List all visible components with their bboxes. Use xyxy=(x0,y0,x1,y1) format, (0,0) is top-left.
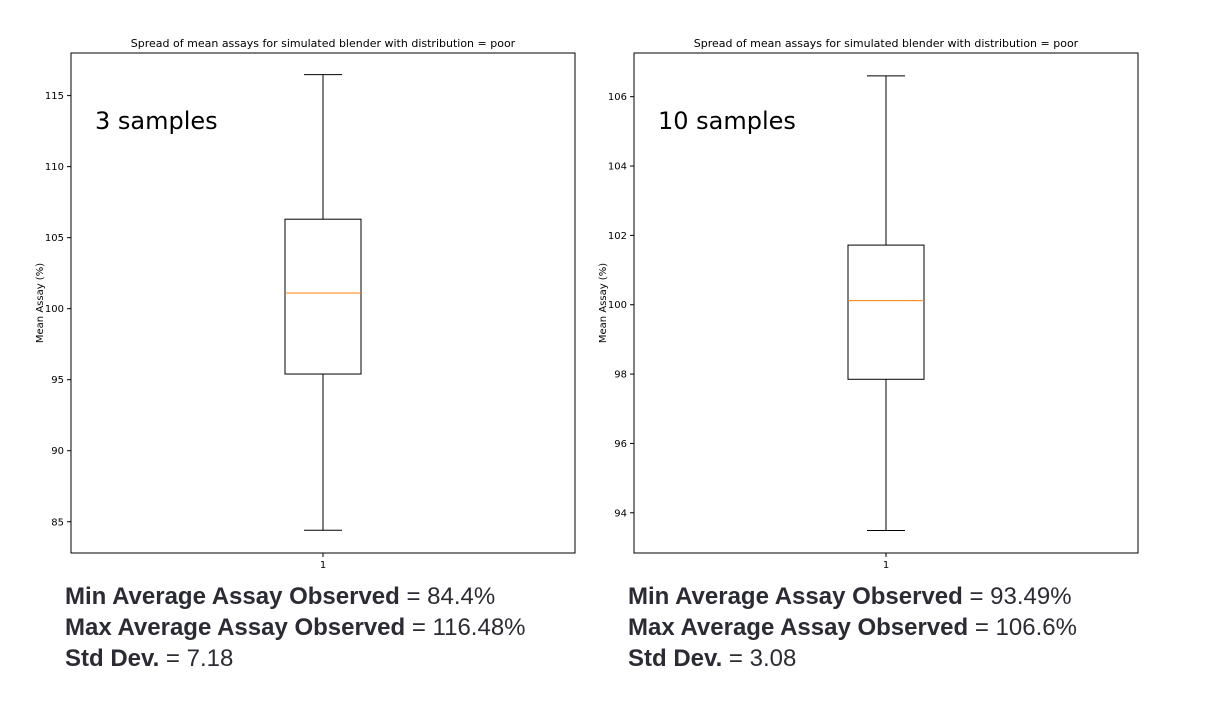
boxplot-chart: Spread of mean assays for simulated blen… xyxy=(35,37,576,571)
stats-block: Min Average Assay Observed = 84.4% Max A… xyxy=(65,581,526,674)
std-value: = 7.18 xyxy=(159,645,234,672)
std-stat: Std Dev. = 3.08 xyxy=(628,643,1077,674)
boxplot-chart: Spread of mean assays for simulated blen… xyxy=(598,37,1139,571)
min-value: = 84.4% xyxy=(399,583,496,610)
y-tick-label: 94 xyxy=(614,508,627,519)
std-label: Std Dev. xyxy=(65,645,160,672)
y-tick-label: 90 xyxy=(51,446,64,457)
y-tick-label: 106 xyxy=(608,92,627,103)
y-tick-label: 105 xyxy=(45,233,64,244)
min-stat: Min Average Assay Observed = 84.4% xyxy=(65,581,526,612)
y-tick-label: 96 xyxy=(614,439,627,450)
y-tick-label: 102 xyxy=(608,231,627,242)
min-stat: Min Average Assay Observed = 93.49% xyxy=(628,581,1077,612)
y-tick-label: 95 xyxy=(51,375,64,386)
sample-count-annotation: 10 samples xyxy=(658,107,796,135)
min-value: = 93.49% xyxy=(962,583,1072,610)
x-tick-label: 1 xyxy=(883,560,889,571)
min-label: Min Average Assay Observed xyxy=(628,583,963,610)
iqr-box xyxy=(284,218,362,375)
min-label: Min Average Assay Observed xyxy=(65,583,400,610)
std-value: = 3.08 xyxy=(722,645,797,672)
max-label: Max Average Assay Observed xyxy=(628,614,969,641)
x-tick-label: 1 xyxy=(320,560,326,571)
max-stat: Max Average Assay Observed = 106.6% xyxy=(628,612,1077,643)
y-tick-label: 85 xyxy=(51,517,64,528)
y-tick-label: 110 xyxy=(45,162,64,173)
std-label: Std Dev. xyxy=(628,645,723,672)
std-stat: Std Dev. = 7.18 xyxy=(65,643,526,674)
chart-panel-right: Spread of mean assays for simulated blen… xyxy=(563,0,1139,728)
max-label: Max Average Assay Observed xyxy=(65,614,406,641)
y-tick-label: 104 xyxy=(608,162,627,173)
y-axis-label: Mean Assay (%) xyxy=(598,263,609,343)
y-tick-label: 98 xyxy=(614,370,627,381)
y-tick-label: 115 xyxy=(45,91,64,102)
stats-block: Min Average Assay Observed = 93.49% Max … xyxy=(628,581,1077,674)
chart-title: Spread of mean assays for simulated blen… xyxy=(131,37,516,50)
iqr-box xyxy=(847,244,925,380)
y-tick-label: 100 xyxy=(608,300,627,311)
y-axis-label: Mean Assay (%) xyxy=(35,263,46,343)
max-value: = 106.6% xyxy=(968,614,1077,641)
chart-panel-left: Spread of mean assays for simulated blen… xyxy=(0,0,576,728)
sample-count-annotation: 3 samples xyxy=(95,107,218,135)
max-value: = 116.48% xyxy=(405,614,526,641)
chart-title: Spread of mean assays for simulated blen… xyxy=(694,37,1079,50)
y-tick-label: 100 xyxy=(45,304,64,315)
max-stat: Max Average Assay Observed = 116.48% xyxy=(65,612,526,643)
